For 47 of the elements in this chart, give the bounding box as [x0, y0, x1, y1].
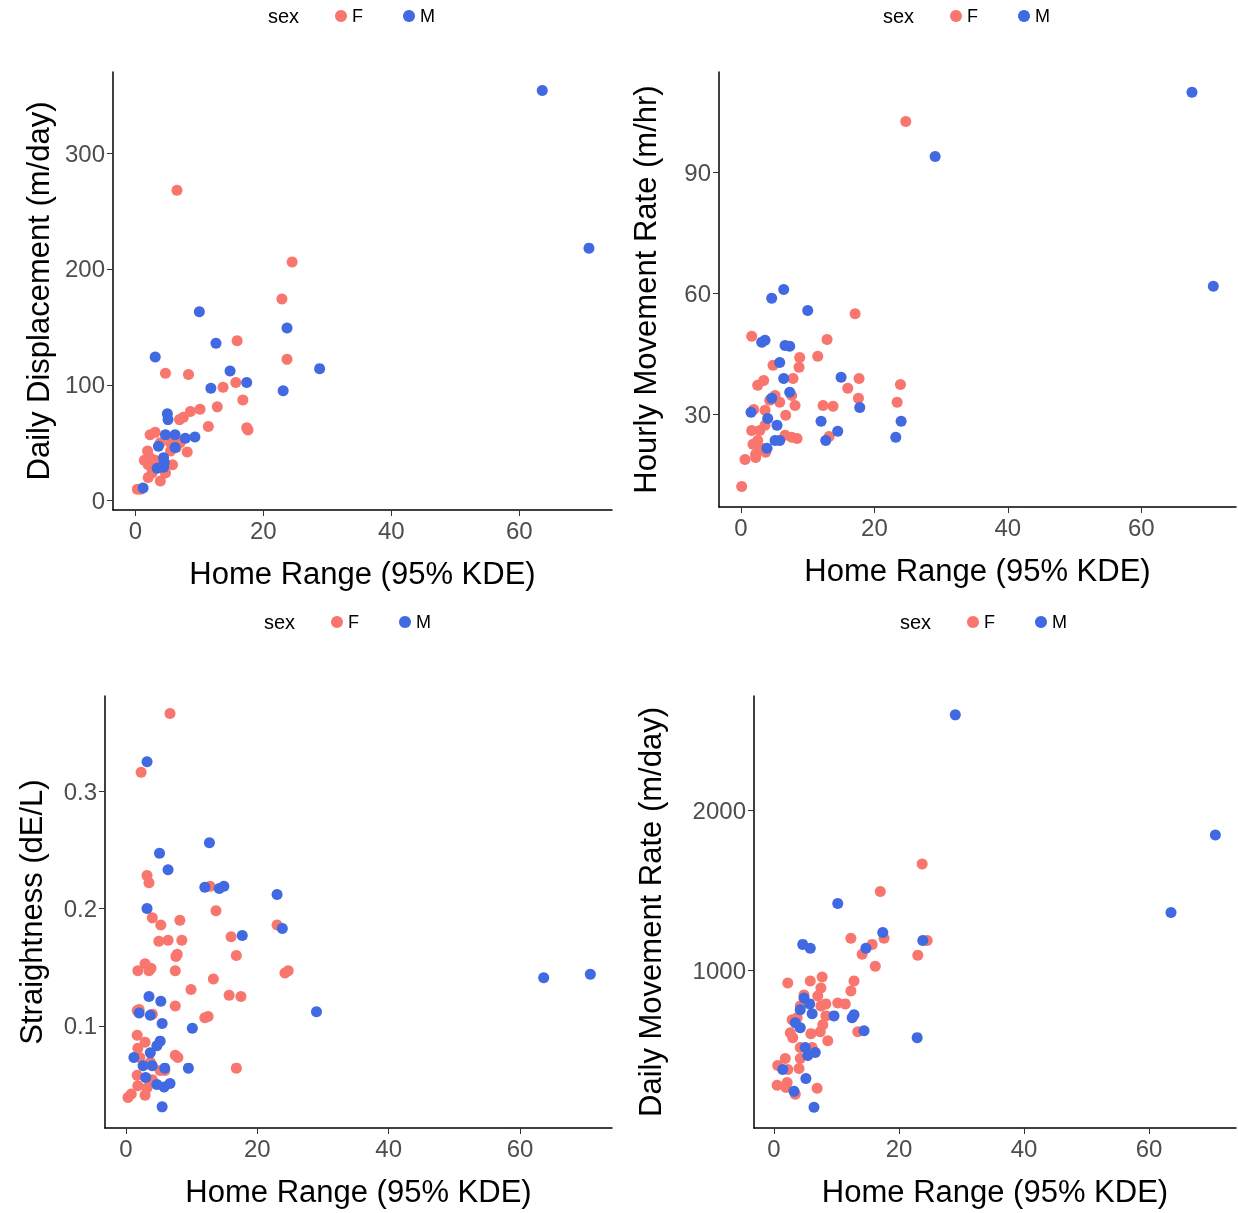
legend-title: sex — [264, 611, 296, 633]
x-tick-label: 0 — [119, 1134, 133, 1162]
y-tick-label: 60 — [684, 280, 711, 308]
legend-label: M — [420, 6, 435, 26]
x-axis-title: Home Range (95% KDE) — [185, 1174, 532, 1209]
x-tick-label: 40 — [375, 1134, 403, 1162]
y-axis-title: Straightness (dE/L) — [14, 779, 49, 1045]
y-tick-label: 1000 — [692, 956, 746, 984]
y-tick-label: 100 — [64, 371, 105, 399]
y-tick-label: 30 — [684, 400, 711, 428]
x-tick-label: 40 — [377, 516, 405, 544]
legend-label: F — [984, 612, 995, 632]
x-tick-label: 20 — [861, 513, 888, 541]
x-tick-label: 60 — [505, 516, 533, 544]
y-axis-title: Daily Movement Rate (m/day) — [633, 706, 668, 1118]
x-tick-label: 60 — [506, 1134, 534, 1162]
x-tick-label: 20 — [249, 516, 277, 544]
y-tick-label: 0 — [91, 487, 105, 515]
x-axis-title: Home Range (95% KDE) — [804, 553, 1151, 588]
x-tick-label: 20 — [244, 1134, 271, 1162]
y-tick-label: 2000 — [692, 796, 746, 824]
x-tick-label: 0 — [767, 1134, 781, 1162]
legend-label: F — [967, 6, 978, 26]
legend-title: sex — [883, 5, 915, 27]
x-tick-label: 60 — [1127, 513, 1155, 541]
x-axis-title: Home Range (95% KDE) — [189, 556, 536, 591]
legend-label: M — [1035, 6, 1050, 26]
y-tick-label: 0.1 — [63, 1012, 97, 1040]
x-tick-label: 40 — [994, 513, 1022, 541]
legend-label: F — [348, 612, 359, 632]
y-axis-title: Daily Displacement (m/day) — [21, 101, 57, 481]
x-tick-label: 60 — [1135, 1134, 1163, 1162]
y-tick-label: 90 — [684, 159, 711, 187]
y-axis-title: Hourly Movement Rate (m/hr) — [628, 85, 663, 494]
x-tick-label: 0 — [128, 516, 143, 544]
legend-title: sex — [900, 611, 932, 633]
x-axis-title: Home Range (95% KDE) — [821, 1174, 1169, 1209]
x-tick-label: 20 — [885, 1134, 913, 1162]
legend-title: sex — [268, 5, 300, 27]
y-tick-label: 200 — [64, 255, 105, 283]
y-tick-label: 300 — [64, 139, 105, 167]
legend-label: M — [416, 612, 431, 632]
legend-label: F — [352, 6, 363, 26]
legend-label: M — [1052, 612, 1067, 632]
y-tick-label: 0.2 — [63, 894, 97, 922]
x-tick-label: 40 — [1010, 1134, 1038, 1162]
y-tick-label: 0.3 — [63, 777, 97, 805]
